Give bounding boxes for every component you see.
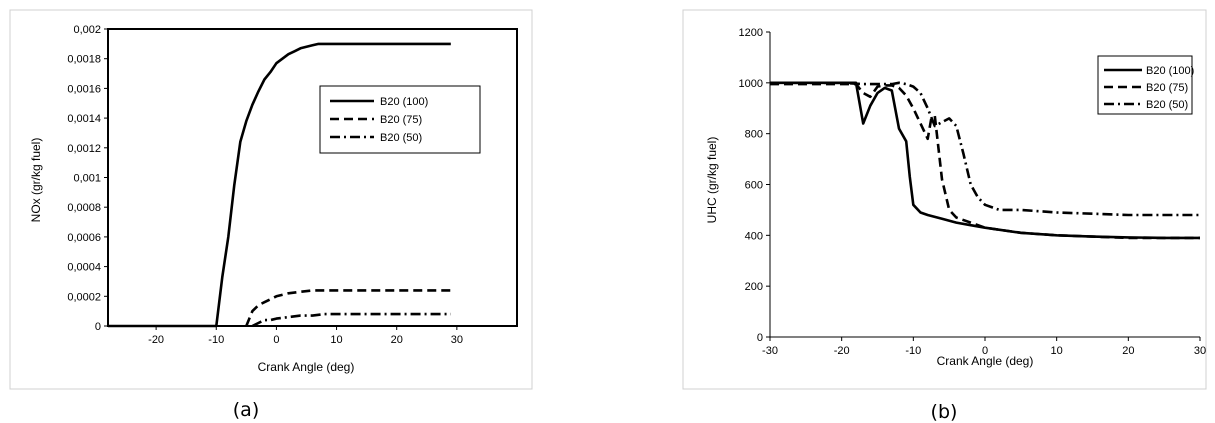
- chart-a-x-axis-label: Crank Angle (deg): [258, 360, 355, 374]
- chart-a-series-line-1: [108, 42, 451, 328]
- chart-b-y-tick-label: 800: [745, 129, 763, 141]
- chart-a-y-tick-label: 0,0008: [67, 202, 101, 214]
- chart-b-x-tick-label: -20: [834, 345, 850, 357]
- chart-a-y-tick-label: 0: [95, 321, 101, 333]
- chart-a-x-tick-label: 20: [391, 334, 403, 346]
- chart-a-x-tick-label: 0: [273, 334, 279, 346]
- chart-a-y-tick-label: 0,0012: [67, 143, 101, 155]
- chart-a-outer-frame: [9, 9, 533, 390]
- chart-a-plot-frame: [107, 28, 518, 327]
- chart-a-y-tick-label: 0,0006: [67, 232, 101, 244]
- chart-b-legend-entry-3: B20 (50): [1146, 99, 1188, 111]
- chart-b-x-tick-label: 10: [1051, 345, 1063, 357]
- chart-b-y-tick-label: 200: [745, 281, 763, 293]
- panel-label-b: (b): [931, 401, 958, 423]
- chart-a-legend: B20 (100) B20 (75) B20 (50): [319, 85, 481, 154]
- chart-b-x-tick-label: 20: [1122, 345, 1134, 357]
- chart-a-y-tick-label: 0,0004: [67, 262, 101, 274]
- chart-b-series: [770, 81, 1200, 240]
- chart-a-legend-entry-1: B20 (100): [380, 96, 428, 108]
- chart-a-series: [108, 42, 451, 328]
- chart-b-series-line-3: [770, 81, 1200, 217]
- chart-a-y-tick-label: 0,0018: [67, 54, 101, 66]
- chart-a-y-tick-label: 0,0014: [67, 113, 101, 125]
- chart-panel-a: 0 0,0002 0,0004 0,0006 0,0008 0,001 0,0012 0,00…: [9, 9, 533, 421]
- chart-b-y-tick-label: 1200: [739, 27, 763, 39]
- chart-a-series-line-3: [251, 312, 451, 328]
- chart-b-y-tick-label: 0: [757, 332, 763, 344]
- chart-a-legend-entry-3: B20 (50): [380, 132, 422, 144]
- chart-b-outer-frame: [682, 9, 1207, 390]
- chart-a-series-line-2: [245, 289, 451, 327]
- chart-b-x-tick-label: 30: [1194, 345, 1206, 357]
- chart-b-y-tick-label: 1000: [739, 78, 763, 90]
- chart-b-x-axis: -30 -20 -10 0 10 20 30: [762, 336, 1206, 357]
- chart-b-y-tick-label: 400: [745, 230, 763, 242]
- chart-a-x-tick-label: 30: [451, 334, 463, 346]
- chart-b-series-line-2: [770, 82, 1200, 240]
- chart-b-y-axis: 0 200 400 600 800 1000 1200: [739, 27, 771, 344]
- chart-a-x-tick-label: -10: [208, 334, 224, 346]
- chart-a-y-tick-label: 0,001: [73, 173, 101, 185]
- chart-b-y-axis-label: UHC (gr/kg fuel): [705, 137, 719, 224]
- chart-b-x-tick-label: -30: [762, 345, 778, 357]
- chart-a-y-axis: 0 0,0002 0,0004 0,0006 0,0008 0,001 0,0012 0,00…: [67, 24, 108, 333]
- chart-a-y-tick-label: 0,002: [73, 24, 101, 36]
- chart-a-x-axis: -20 -10 0 10 20 30: [148, 326, 463, 346]
- chart-a-y-tick-label: 0,0002: [67, 291, 101, 303]
- chart-a-y-axis-label: NOx (gr/kg fuel): [29, 138, 43, 223]
- chart-a-legend-entry-2: B20 (75): [380, 114, 422, 126]
- chart-b-x-tick-label: -10: [905, 345, 921, 357]
- chart-b-legend: B20 (100) B20 (75) B20 (50): [1097, 55, 1194, 115]
- chart-a-x-tick-label: 10: [330, 334, 342, 346]
- chart-b-x-tick-label: 0: [982, 345, 988, 357]
- chart-b-y-tick-label: 600: [745, 180, 763, 192]
- chart-a-x-tick-label: -20: [148, 334, 164, 346]
- chart-panel-b: 0 200 400 600 800 1000 1200 -30 -20 -10 0 10 20 30 C…: [682, 9, 1207, 423]
- chart-b-legend-entry-2: B20 (75): [1146, 82, 1188, 94]
- panel-label-a: (a): [233, 399, 259, 421]
- chart-b-x-axis-label: Crank Angle (deg): [937, 354, 1034, 368]
- chart-a-y-tick-label: 0,0016: [67, 83, 101, 95]
- chart-b-legend-entry-1: B20 (100): [1146, 65, 1194, 77]
